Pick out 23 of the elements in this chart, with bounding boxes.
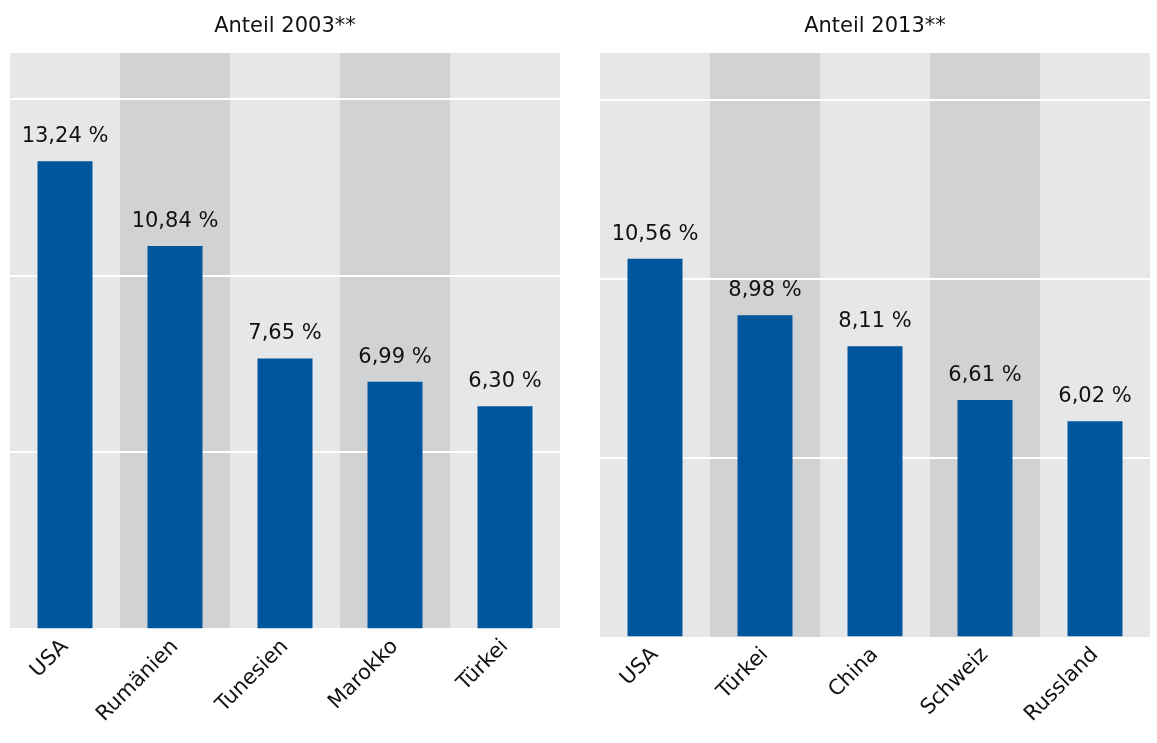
bar [737, 315, 793, 637]
bar [957, 400, 1013, 637]
bar [367, 381, 423, 629]
x-tick-label: USA [24, 633, 73, 682]
bar [627, 258, 683, 637]
bar [1067, 421, 1123, 637]
bar [257, 358, 313, 629]
data-label: 13,24 % [21, 123, 109, 148]
chart-title: Anteil 2013** [804, 13, 946, 38]
bar [147, 245, 203, 629]
bar [477, 406, 533, 629]
chart-title: Anteil 2003** [214, 13, 356, 38]
data-label: 6,02 % [1058, 383, 1132, 408]
data-label: 10,84 % [131, 207, 219, 232]
data-label: 6,61 % [948, 361, 1022, 386]
x-tick-label: USA [614, 641, 663, 690]
data-label: 6,99 % [358, 343, 432, 368]
data-label: 8,11 % [838, 308, 912, 333]
data-label: 8,98 % [728, 277, 802, 302]
data-label: 10,56 % [611, 220, 699, 245]
data-label: 6,30 % [468, 368, 542, 393]
bar [847, 346, 903, 637]
data-label: 7,65 % [248, 320, 322, 345]
